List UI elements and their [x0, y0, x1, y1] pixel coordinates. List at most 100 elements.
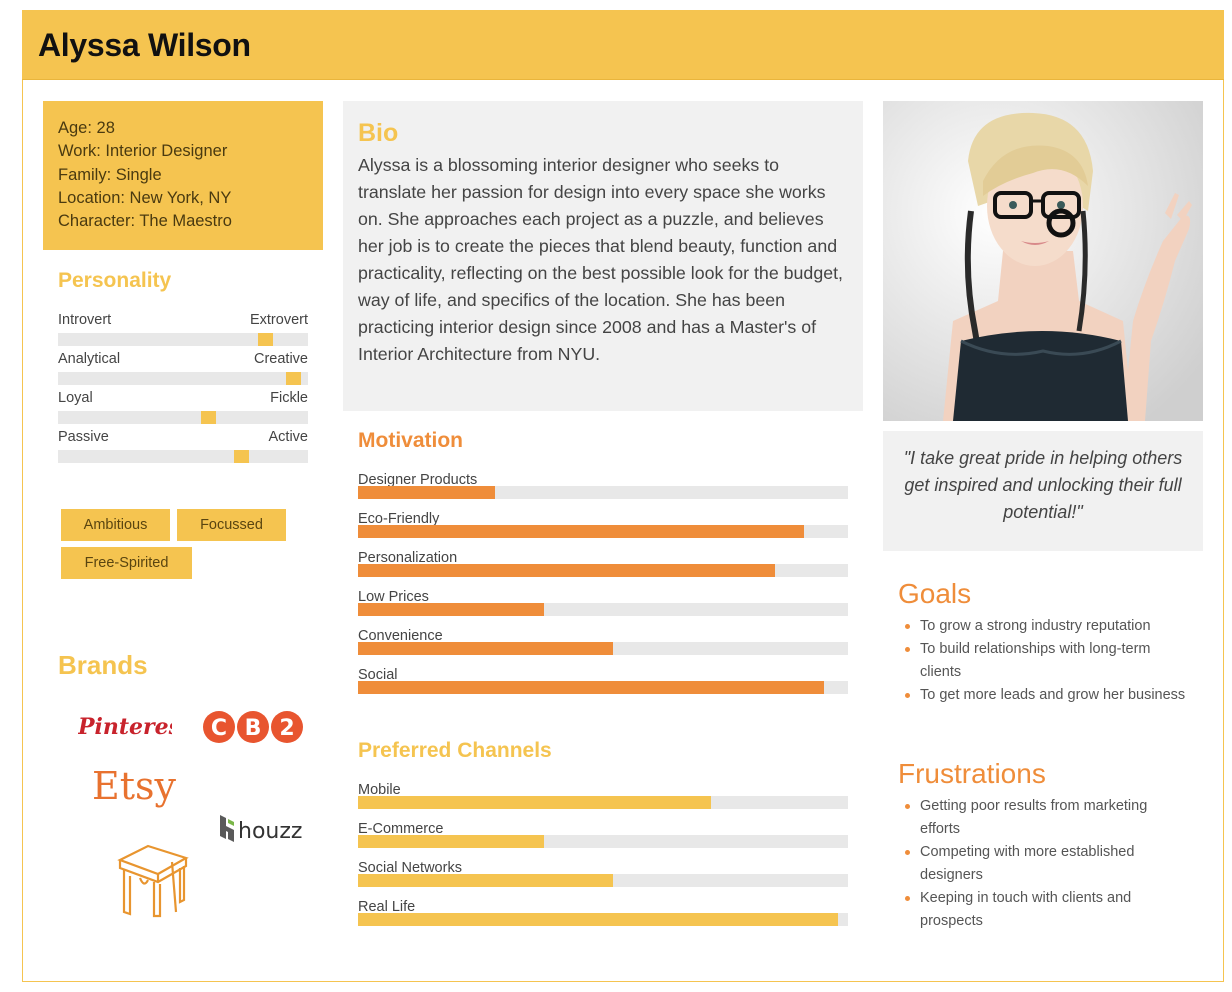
info-work: Work: Interior Designer	[58, 142, 228, 161]
motivation-label: Eco-Friendly	[358, 511, 440, 527]
etsy-logo: Etsy	[92, 763, 182, 816]
channel-track	[358, 874, 848, 887]
channel-bar	[358, 835, 545, 848]
bio-box: Bio Alyssa is a blossoming interior desi…	[343, 101, 863, 411]
trait-left-label: Passive	[58, 429, 109, 445]
brands-title: Brands	[58, 650, 148, 680]
tag-ambitious: Ambitious	[61, 509, 170, 541]
channel-row: Real Life	[358, 899, 848, 938]
motivation-bar	[358, 564, 775, 577]
motivation-row: Personalization	[358, 550, 848, 589]
trait-right-label: Extrovert	[249, 312, 308, 328]
channel-bar	[358, 874, 613, 887]
motivation-bar	[358, 681, 824, 694]
trait-left-label: Introvert	[58, 312, 112, 328]
trait-track	[58, 372, 308, 385]
info-character: Character: The Maestro	[58, 212, 232, 231]
pinterest-logo: Pinterest	[77, 710, 191, 747]
bio-text: Alyssa is a blossoming interior designer…	[358, 155, 843, 364]
motivation-label: Convenience	[358, 628, 443, 644]
svg-text:Etsy: Etsy	[92, 764, 177, 808]
svg-text:C: C	[211, 716, 227, 741]
motivation-label: Social	[358, 667, 398, 683]
channel-label: Social Networks	[358, 860, 462, 876]
info-family: Family: Single	[58, 165, 162, 184]
motivation-title: Motivation	[358, 429, 463, 452]
channel-row: E-Commerce	[358, 821, 848, 860]
channel-track	[358, 913, 848, 926]
trait-row: Analytical Creative	[58, 351, 308, 390]
frustrations-title: Frustrations	[898, 758, 1046, 789]
trait-right-label: Fickle	[270, 390, 308, 406]
trait-row: Loyal Fickle	[58, 390, 308, 429]
svg-text:2: 2	[279, 716, 294, 741]
motivation-label: Personalization	[358, 550, 458, 566]
svg-text:B: B	[245, 716, 262, 741]
motivation-track	[358, 603, 848, 616]
frustration-item: Competing with more established designer…	[905, 841, 1190, 887]
channel-bar	[358, 796, 711, 809]
motivation-row: Designer Products	[358, 472, 848, 511]
svg-text:houzz: houzz	[238, 819, 302, 844]
goal-item: To grow a strong industry reputation	[905, 615, 1190, 638]
header: Alyssa Wilson	[22, 10, 1224, 80]
motivation-row: Convenience	[358, 628, 848, 667]
motivation-track	[358, 564, 848, 577]
motivation-bar	[358, 603, 545, 616]
motivation-track	[358, 642, 848, 655]
trait-knob	[201, 411, 217, 424]
channels-title: Preferred Channels	[358, 739, 552, 762]
frustration-item: Keeping in touch with clients and prospe…	[905, 887, 1190, 933]
quote-text: "I take great pride in helping others ge…	[903, 448, 1183, 522]
trait-knob	[234, 450, 250, 463]
persona-photo	[883, 101, 1203, 421]
channel-bar	[358, 913, 839, 926]
trait-knob	[285, 372, 301, 385]
tag-free-spirited: Free-Spirited	[61, 547, 192, 579]
channel-label: E-Commerce	[358, 821, 444, 837]
goal-item: To build relationships with long-term cl…	[905, 638, 1190, 684]
frustrations-list: Getting poor results from marketing effo…	[905, 795, 1190, 933]
motivation-bar	[358, 525, 804, 538]
info-box: Age: 28 Work: Interior Designer Family: …	[43, 101, 323, 250]
trait-row: Passive Active	[58, 429, 308, 468]
bio-title: Bio	[358, 119, 399, 147]
trait-track	[58, 411, 308, 424]
channel-track	[358, 796, 848, 809]
trait-knob	[257, 333, 273, 346]
info-location: Location: New York, NY	[58, 188, 232, 207]
trait-row: Introvert Extrovert	[58, 312, 308, 351]
quote-box: "I take great pride in helping others ge…	[883, 431, 1203, 551]
goals-list: To grow a strong industry reputation To …	[905, 615, 1190, 707]
cb2-logo: C B 2	[202, 709, 304, 750]
motivation-row: Eco-Friendly	[358, 511, 848, 550]
motivation-bar	[358, 642, 613, 655]
furniture-logo	[110, 838, 196, 923]
channel-row: Mobile	[358, 782, 848, 821]
channel-row: Social Networks	[358, 860, 848, 899]
motivation-label: Designer Products	[358, 472, 478, 488]
motivation-track	[358, 486, 848, 499]
trait-track	[58, 333, 308, 346]
personality-title: Personality	[58, 269, 172, 292]
trait-right-label: Creative	[254, 351, 308, 367]
channel-label: Real Life	[358, 899, 416, 915]
info-age: Age: 28	[58, 119, 115, 137]
motivation-row: Low Prices	[358, 589, 848, 628]
trait-left-label: Analytical	[58, 351, 121, 367]
channel-track	[358, 835, 848, 848]
frustration-item: Getting poor results from marketing effo…	[905, 795, 1190, 841]
trait-left-label: Loyal	[58, 390, 93, 406]
channel-label: Mobile	[358, 782, 401, 798]
goals-title: Goals	[898, 578, 972, 609]
trait-right-label: Active	[268, 429, 309, 445]
motivation-bar	[358, 486, 496, 499]
houzz-logo: houzz	[220, 813, 310, 850]
trait-track	[58, 450, 308, 463]
motivation-track	[358, 681, 848, 694]
goal-item: To get more leads and grow her business	[905, 684, 1190, 707]
svg-text:Pinterest: Pinterest	[78, 714, 172, 740]
persona-name: Alyssa Wilson	[38, 27, 251, 63]
motivation-row: Social	[358, 667, 848, 706]
motivation-track	[358, 525, 848, 538]
